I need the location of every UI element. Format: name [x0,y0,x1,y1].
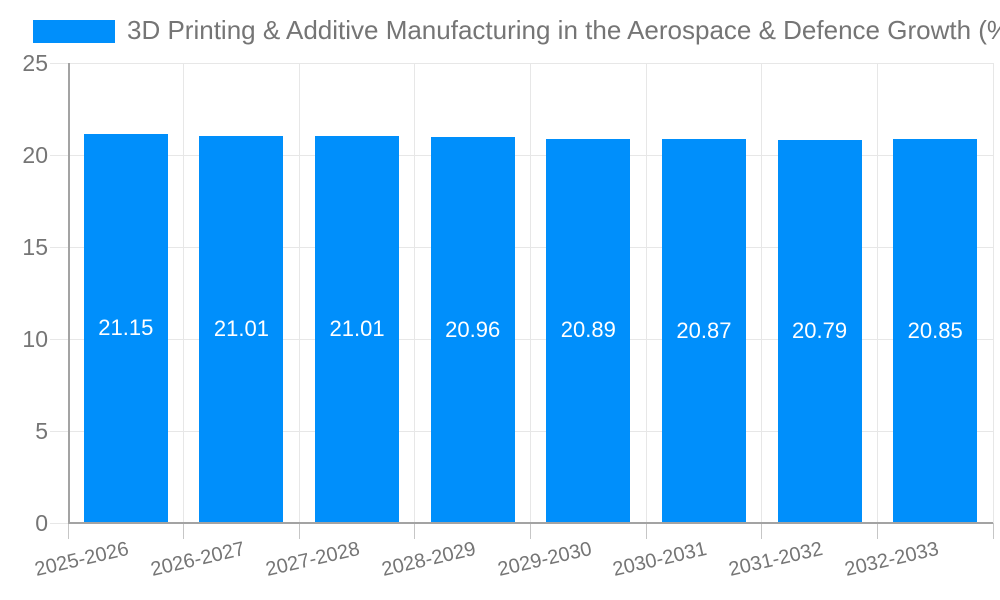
y-axis-tick-label: 20 [22,142,48,168]
x-axis-category-label: 2032-2033 [842,537,941,581]
bar-value-label: 20.89 [560,317,616,343]
bar-value-label: 20.96 [445,316,501,342]
legend: 3D Printing & Additive Manufacturing in … [33,8,1000,54]
y-axis-tick-label: 0 [35,510,48,536]
x-gridline [530,63,531,523]
y-gridline [50,246,993,248]
x-axis-category-label: 2027-2028 [264,537,363,581]
bar: 20.87 [661,139,746,522]
bar-value-label: 20.79 [792,318,848,344]
bar: 20.96 [430,137,515,522]
x-axis-tick-mark [298,523,300,539]
bar-value-label: 21.01 [213,316,269,342]
bar-value-label: 21.01 [329,316,385,342]
x-axis-category-label: 2029-2030 [495,537,594,581]
bar-value-label: 21.15 [98,314,154,340]
y-axis-tick-label: 10 [22,326,48,352]
x-axis-line [68,522,993,524]
x-axis-tick-mark [414,523,416,539]
x-gridline [645,63,647,523]
bar: 20.85 [893,139,978,522]
y-gridline [50,338,993,340]
x-axis-tick-mark [183,523,185,539]
y-gridline [50,62,993,64]
y-axis-tick-label: 15 [22,234,48,260]
bar-value-label: 20.87 [676,317,732,343]
x-gridline [298,63,300,523]
y-gridline [50,430,993,432]
x-gridline [992,63,994,523]
bar: 21.01 [199,136,284,522]
x-gridline [761,63,763,523]
x-axis-category-label: 2025-2026 [32,537,131,581]
x-axis-category-label: 2026-2027 [148,537,247,581]
x-gridline [876,63,878,523]
bar: 20.79 [777,140,862,522]
chart-title: 3D Printing & Additive Manufacturing in … [127,15,1000,46]
x-axis-category-label: 2031-2032 [726,537,825,581]
bar-value-label: 20.85 [907,317,963,343]
x-axis-category-label: 2030-2031 [610,537,710,581]
y-gridline [50,154,993,156]
bar: 20.89 [546,138,631,522]
x-gridline [414,63,416,523]
x-axis-tick-mark [876,523,878,539]
x-axis-tick-mark [992,523,994,539]
y-axis-tick-label: 25 [22,50,48,76]
y-axis-tick-label: 5 [35,418,48,444]
bar: 21.15 [83,133,168,522]
x-gridline [183,63,185,523]
x-axis-category-label: 2028-2029 [379,537,478,581]
legend-swatch [33,19,115,43]
x-axis-tick-mark [67,523,69,539]
x-axis-tick-mark [645,523,647,539]
bar: 21.01 [315,136,400,522]
plot-area: 0 5 10 15 20 25 21.15 2025-2026 21.01 2026-2027 21… [22,50,994,581]
x-axis-tick-mark [530,523,531,539]
y-axis-line [68,63,70,523]
x-axis-tick-mark [761,523,763,539]
